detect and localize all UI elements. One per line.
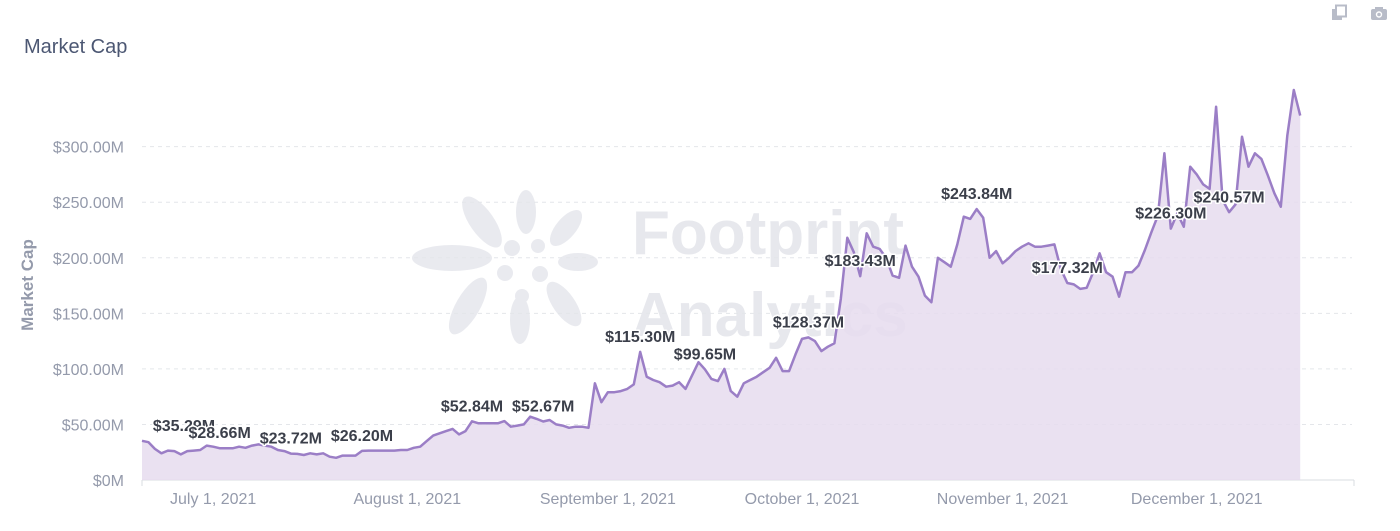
data-label: $115.30M xyxy=(605,329,675,346)
y-tick-label: $50.00M xyxy=(62,417,124,434)
series-line xyxy=(141,88,1302,460)
chart-title: Market Cap xyxy=(24,36,128,58)
x-tick-label: December 1, 2021 xyxy=(1131,491,1263,508)
x-tick-label: July 1, 2021 xyxy=(170,491,256,508)
watermark-logo-icon xyxy=(412,190,598,344)
data-label: $226.30M xyxy=(1135,206,1206,223)
x-tick-label: November 1, 2021 xyxy=(937,491,1069,508)
watermark-line1: Footprint xyxy=(632,199,904,268)
data-label: $177.32M xyxy=(1032,260,1103,277)
data-label: $243.84M xyxy=(941,186,1012,203)
x-tick-label: August 1, 2021 xyxy=(353,491,461,508)
y-tick-label: $150.00M xyxy=(53,306,124,323)
y-tick-label: $100.00M xyxy=(53,362,124,379)
data-label: $28.66M xyxy=(189,425,251,442)
data-label: $99.65M xyxy=(674,346,736,363)
y-tick-label: $250.00M xyxy=(53,195,124,212)
data-label: $35.29M xyxy=(153,418,215,435)
y-axis-label: Market Cap xyxy=(18,239,37,331)
camera-icon[interactable] xyxy=(1370,4,1388,22)
data-label: $26.20M xyxy=(331,428,393,445)
data-label: $52.84M xyxy=(441,398,503,415)
y-tick-label: $0M xyxy=(93,473,124,490)
data-label: $183.43M xyxy=(825,253,896,270)
data-label: $23.72M xyxy=(260,431,322,448)
copy-icon[interactable] xyxy=(1330,4,1348,22)
x-tick-label: September 1, 2021 xyxy=(540,491,676,508)
data-label: $128.37M xyxy=(773,314,844,331)
y-tick-label: $200.00M xyxy=(53,251,124,268)
y-tick-label: $300.00M xyxy=(53,140,124,157)
data-label: $52.67M xyxy=(512,398,574,415)
x-tick-label: October 1, 2021 xyxy=(745,491,860,508)
area-fill xyxy=(142,90,1301,480)
data-label: $240.57M xyxy=(1193,190,1264,207)
